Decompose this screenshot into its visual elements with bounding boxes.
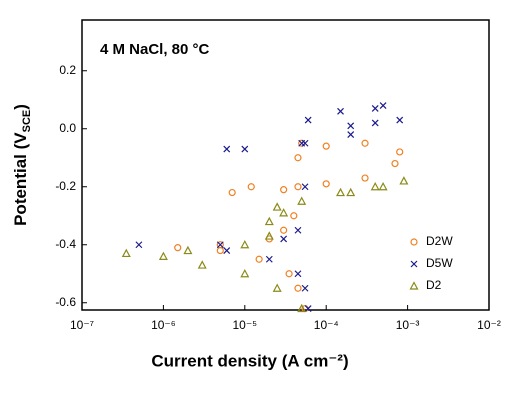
marker xyxy=(223,247,231,254)
marker xyxy=(301,183,309,191)
marker xyxy=(346,187,356,197)
marker xyxy=(272,283,282,292)
marker xyxy=(371,119,379,127)
legend-label: D2 xyxy=(426,278,442,292)
marker xyxy=(279,208,289,217)
marker xyxy=(294,183,302,191)
marker xyxy=(294,226,302,234)
y-label-part: ) xyxy=(11,104,30,110)
x-tick-label: 10⁻² xyxy=(477,318,501,332)
marker xyxy=(304,305,312,312)
legend-marker xyxy=(410,238,418,246)
marker xyxy=(396,116,404,124)
y-tick-label: -0.6 xyxy=(55,295,76,309)
y-tick-label: 0.0 xyxy=(59,121,76,135)
marker xyxy=(280,226,288,234)
marker xyxy=(304,116,312,124)
marker xyxy=(121,248,131,258)
marker xyxy=(301,284,309,292)
marker xyxy=(272,202,282,211)
marker xyxy=(294,154,302,162)
marker xyxy=(399,176,409,185)
marker xyxy=(297,196,307,205)
y-tick-label: -0.2 xyxy=(55,179,76,193)
marker xyxy=(378,181,388,191)
marker xyxy=(158,251,168,260)
legend-label: D2W xyxy=(426,234,453,248)
marker xyxy=(371,105,379,112)
marker xyxy=(240,268,250,278)
marker xyxy=(396,148,404,156)
legend-marker xyxy=(410,260,418,268)
marker xyxy=(247,183,255,191)
marker xyxy=(361,139,369,147)
marker xyxy=(337,107,344,115)
x-axis-label: Current density (A cm⁻²) xyxy=(151,351,348,370)
marker xyxy=(264,216,274,226)
legend-marker xyxy=(409,281,419,290)
marker xyxy=(280,186,288,194)
marker xyxy=(290,212,298,220)
marker xyxy=(197,260,207,269)
marker xyxy=(336,187,346,197)
marker xyxy=(361,174,369,182)
marker xyxy=(280,235,288,243)
x-tick-label: 10⁻⁵ xyxy=(232,318,257,332)
marker xyxy=(322,180,330,188)
marker xyxy=(241,145,249,153)
marker xyxy=(216,241,224,249)
marker xyxy=(216,241,224,249)
marker xyxy=(294,284,302,292)
marker xyxy=(135,241,143,249)
marker xyxy=(223,145,231,153)
x-tick-label: 10⁻³ xyxy=(396,318,420,332)
x-tick-label: 10⁻⁴ xyxy=(314,318,339,332)
y-label-sub: SCE xyxy=(21,110,33,133)
annotation: 4 M NaCl, 80 °C xyxy=(100,41,210,58)
marker xyxy=(370,181,380,191)
marker xyxy=(347,131,355,138)
y-tick-label: 0.2 xyxy=(59,63,76,77)
marker xyxy=(183,245,193,255)
marker xyxy=(240,239,250,249)
y-axis-label: Potential (VSCE) xyxy=(11,104,32,226)
marker xyxy=(347,122,355,130)
legend-label: D5W xyxy=(426,256,453,270)
y-label-part: Potential (V xyxy=(11,132,30,226)
x-tick-label: 10⁻⁷ xyxy=(70,318,94,332)
marker xyxy=(265,255,273,263)
x-tick-label: 10⁻⁶ xyxy=(151,318,176,332)
marker xyxy=(391,159,399,168)
marker xyxy=(228,188,236,197)
marker xyxy=(322,142,330,150)
marker xyxy=(216,246,224,255)
plot-frame xyxy=(81,19,490,311)
marker xyxy=(297,303,307,313)
marker xyxy=(174,244,182,252)
marker xyxy=(255,255,263,263)
marker xyxy=(379,102,387,109)
y-tick-label: -0.4 xyxy=(55,237,76,251)
marker xyxy=(294,270,302,278)
marker xyxy=(264,231,274,240)
marker xyxy=(298,139,306,147)
marker xyxy=(285,270,293,278)
